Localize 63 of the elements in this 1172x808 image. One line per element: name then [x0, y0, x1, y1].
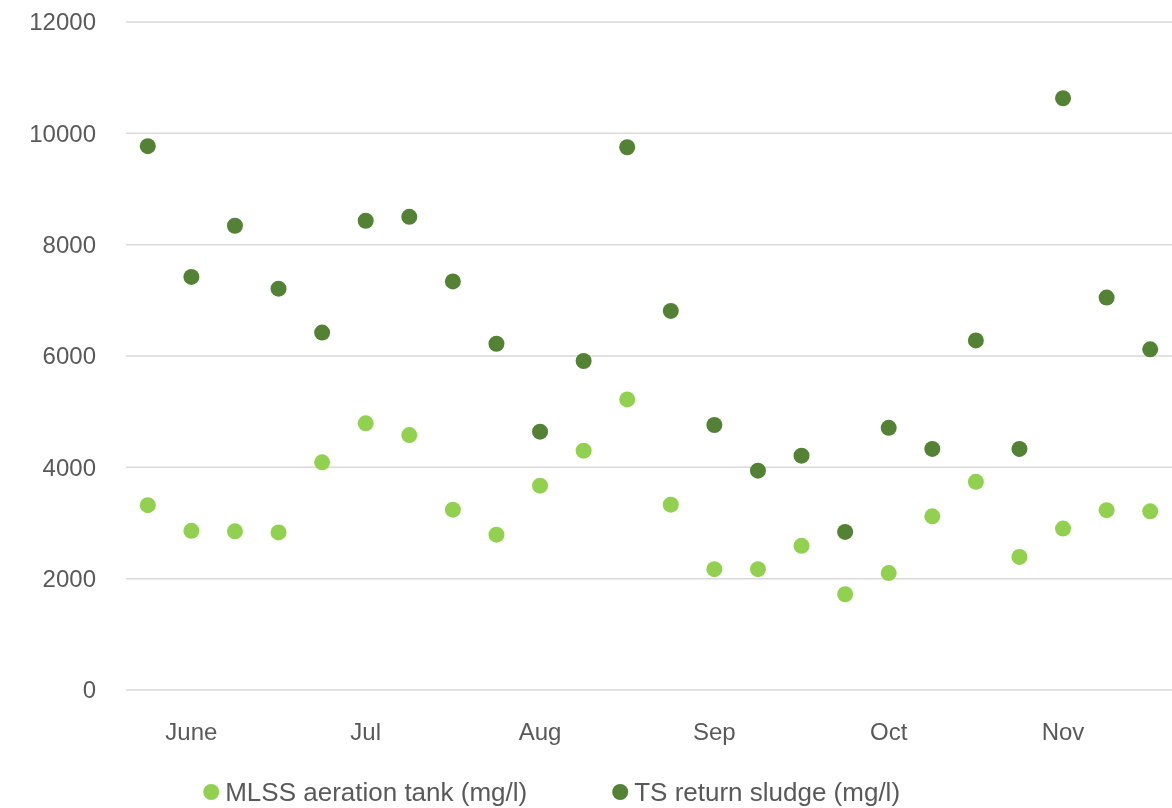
point — [880, 419, 897, 436]
point — [1142, 341, 1159, 358]
legend-label: MLSS aeration tank (mg/l) — [225, 777, 528, 808]
point — [401, 208, 418, 225]
y-tick-label: 8000 — [42, 231, 96, 259]
point — [226, 523, 243, 540]
point — [532, 423, 549, 440]
x-tick-label: Nov — [1041, 718, 1085, 745]
point — [488, 526, 505, 543]
y-tick-label: 0 — [82, 676, 96, 704]
point — [662, 302, 679, 319]
point — [837, 523, 854, 540]
point — [662, 496, 679, 513]
point — [1098, 289, 1115, 306]
x-tick-label: Sep — [693, 718, 736, 745]
point — [401, 427, 418, 444]
point — [793, 537, 810, 554]
y-tick-label: 4000 — [42, 453, 96, 481]
point — [1055, 90, 1072, 107]
point — [967, 473, 984, 490]
point — [575, 442, 592, 459]
point — [532, 477, 549, 494]
point — [575, 353, 592, 370]
y-tick-label: 2000 — [42, 565, 96, 593]
point — [1098, 502, 1115, 519]
y-tick-label: 6000 — [42, 342, 96, 370]
x-tick-label: June — [165, 718, 218, 745]
point — [619, 391, 636, 408]
point — [270, 280, 287, 297]
y-tick-label: 12000 — [29, 8, 96, 36]
point — [444, 273, 461, 290]
point — [139, 497, 156, 514]
point — [314, 454, 331, 471]
point — [226, 217, 243, 234]
point — [270, 524, 287, 541]
x-tick-label: Oct — [870, 718, 908, 745]
point — [837, 586, 854, 603]
point — [183, 522, 200, 539]
point — [139, 138, 156, 155]
point — [706, 417, 723, 434]
point — [924, 440, 941, 457]
point — [314, 324, 331, 341]
point — [619, 139, 636, 156]
point — [357, 212, 374, 229]
point — [1011, 440, 1028, 457]
point — [967, 332, 984, 349]
x-tick-label: Aug — [518, 718, 562, 745]
point — [793, 447, 810, 464]
point — [1142, 503, 1159, 520]
legend-label: TS return sludge (mg/l) — [634, 777, 901, 808]
point — [749, 462, 766, 479]
y-tick-label: 10000 — [29, 119, 96, 147]
point — [706, 561, 723, 578]
point — [749, 561, 766, 578]
point — [880, 565, 897, 582]
point — [488, 335, 505, 352]
point — [924, 508, 941, 525]
point — [183, 268, 200, 285]
point — [444, 501, 461, 518]
x-tick-label: Jul — [350, 718, 382, 745]
point — [1011, 548, 1028, 565]
point — [1055, 520, 1072, 537]
point — [357, 415, 374, 432]
